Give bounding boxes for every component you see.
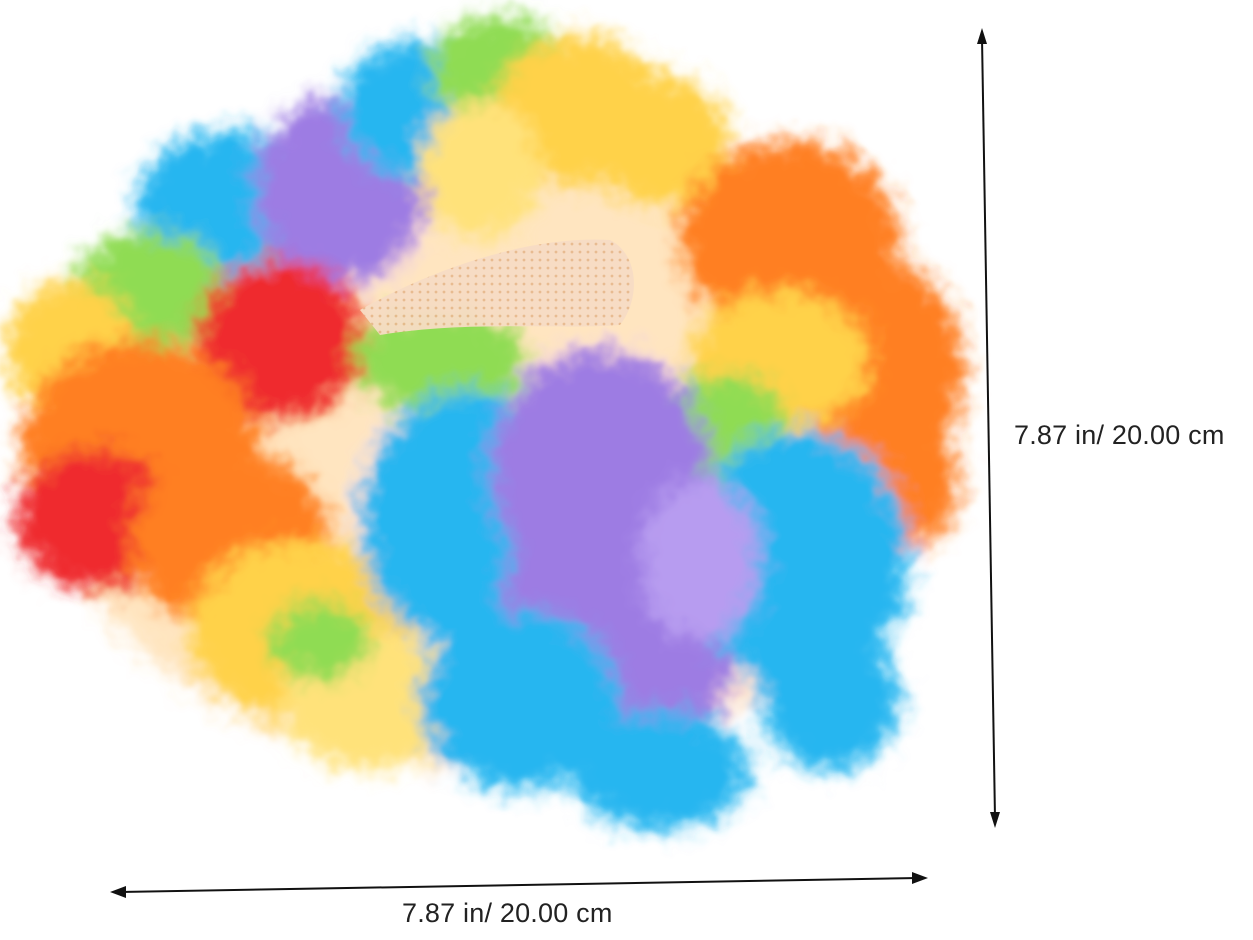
width-dimension-label: 7.87 in/ 20.00 cm [402, 898, 613, 928]
width-dimension-arrow [110, 872, 928, 898]
height-dimension-arrow [977, 28, 1000, 828]
wig-hair [5, 15, 965, 830]
wig-cap-mesh [360, 239, 634, 335]
height-dimension-label: 7.87 in/ 20.00 cm [1014, 420, 1225, 450]
